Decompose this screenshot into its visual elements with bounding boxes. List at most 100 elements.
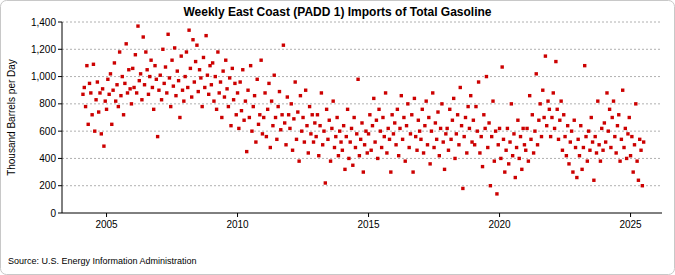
point [259, 59, 262, 62]
point [238, 80, 241, 83]
point [115, 83, 118, 86]
point [369, 149, 372, 152]
y-axis [62, 22, 63, 213]
point [270, 99, 273, 102]
point [135, 91, 138, 94]
point [248, 116, 251, 119]
point [575, 176, 578, 179]
point [178, 116, 181, 119]
point [165, 91, 168, 94]
point [417, 119, 420, 122]
point [476, 129, 479, 132]
point [81, 93, 84, 96]
point [124, 42, 127, 45]
point [473, 143, 476, 146]
point [94, 98, 97, 101]
point [130, 102, 133, 105]
point [546, 99, 549, 102]
point [557, 138, 560, 141]
point [119, 94, 122, 97]
point [276, 105, 279, 108]
tick-label: 2005 [95, 219, 118, 230]
point [379, 129, 382, 132]
point [290, 102, 293, 105]
point [533, 129, 536, 132]
point [368, 113, 371, 116]
point [464, 116, 467, 119]
point [122, 113, 125, 116]
point [182, 99, 185, 102]
point [480, 135, 483, 138]
point [305, 124, 308, 127]
point [301, 116, 304, 119]
point [442, 140, 445, 143]
point [341, 149, 344, 152]
point [312, 140, 315, 143]
point [250, 129, 253, 132]
point [309, 132, 312, 135]
point [628, 116, 631, 119]
point [600, 127, 603, 130]
point [545, 124, 548, 127]
point [460, 124, 463, 127]
point [413, 97, 416, 100]
point [554, 60, 557, 63]
point [491, 99, 494, 102]
point [320, 91, 323, 94]
point [599, 159, 602, 162]
point [214, 75, 217, 78]
point [620, 138, 623, 141]
point [469, 94, 472, 97]
point [498, 127, 501, 130]
point [507, 162, 510, 165]
point [157, 89, 160, 92]
point [307, 151, 310, 154]
point [449, 138, 452, 141]
point [393, 121, 396, 124]
point [474, 105, 477, 108]
point [424, 99, 427, 102]
tick-label: 200 [39, 180, 56, 191]
point [431, 91, 434, 94]
point [414, 135, 417, 138]
point [333, 146, 336, 149]
point [482, 113, 485, 116]
point [263, 91, 266, 94]
points [81, 24, 645, 195]
point [531, 113, 534, 116]
point [426, 143, 429, 146]
point [291, 149, 294, 152]
tick [58, 76, 62, 77]
point [519, 135, 522, 138]
point [394, 143, 397, 146]
point [390, 113, 393, 116]
point [197, 90, 200, 93]
point [457, 143, 460, 146]
point [109, 72, 112, 75]
point [609, 146, 612, 149]
point [102, 144, 105, 147]
tick-label: 2025 [619, 219, 642, 230]
point [252, 105, 255, 108]
point [439, 127, 442, 130]
point [401, 138, 404, 141]
point [481, 165, 484, 168]
point [359, 138, 362, 141]
point [338, 129, 341, 132]
point [266, 108, 269, 111]
point [440, 102, 443, 105]
point [422, 151, 425, 154]
point [347, 157, 350, 160]
frame [1, 1, 675, 275]
point [351, 164, 354, 167]
point [313, 121, 316, 124]
grid-line [62, 49, 662, 50]
point [134, 53, 137, 56]
point [153, 64, 156, 67]
point [485, 75, 488, 78]
point [541, 89, 544, 92]
point [132, 86, 135, 89]
point [97, 110, 100, 113]
point [300, 129, 303, 132]
point [279, 128, 282, 131]
